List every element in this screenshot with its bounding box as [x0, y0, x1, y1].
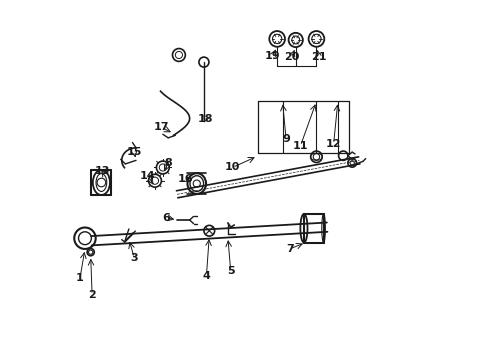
Text: 18: 18: [198, 113, 214, 123]
Text: 9: 9: [282, 134, 290, 144]
Text: 14: 14: [140, 171, 156, 181]
Text: 11: 11: [293, 141, 308, 151]
Text: 5: 5: [227, 266, 235, 276]
Text: 6: 6: [162, 212, 170, 222]
Text: 21: 21: [311, 52, 326, 62]
Text: 13: 13: [95, 166, 110, 176]
Text: 3: 3: [130, 253, 138, 263]
Text: 8: 8: [164, 158, 172, 168]
Text: 19: 19: [265, 51, 281, 61]
Text: 2: 2: [88, 290, 96, 300]
Text: 1: 1: [76, 273, 84, 283]
Text: 7: 7: [286, 244, 294, 254]
Text: 16: 16: [177, 174, 193, 184]
Text: 20: 20: [284, 53, 299, 63]
Text: 4: 4: [202, 271, 210, 281]
Text: 12: 12: [326, 139, 342, 149]
Text: 15: 15: [126, 147, 142, 157]
Text: 17: 17: [153, 122, 169, 132]
Text: 10: 10: [225, 162, 240, 172]
